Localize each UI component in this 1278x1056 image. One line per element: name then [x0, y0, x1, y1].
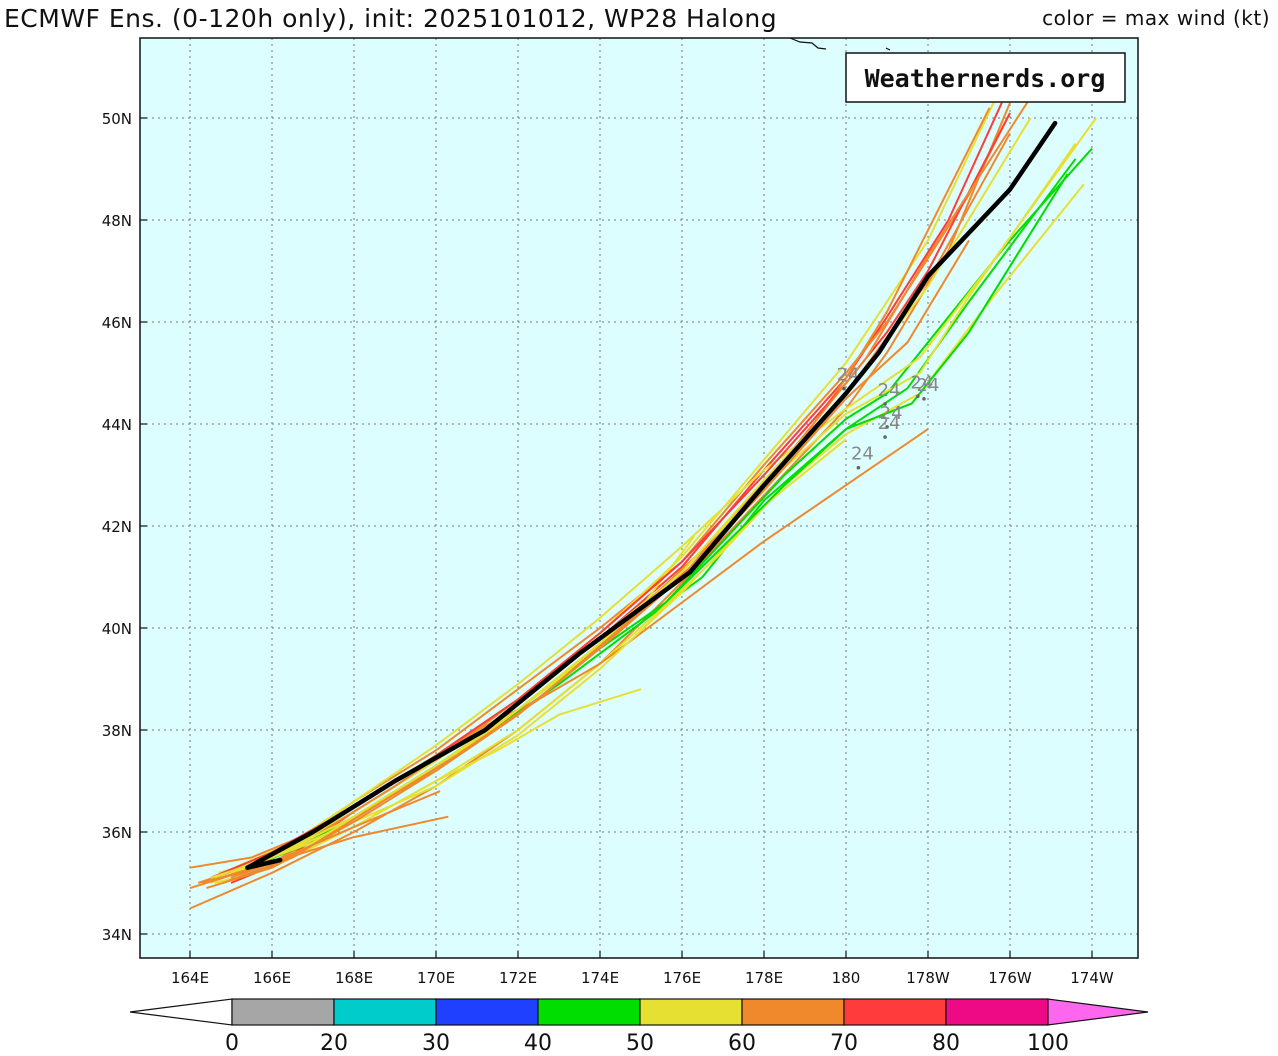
lon-tick-label: 176W [988, 969, 1032, 987]
colorbar-bin [639, 998, 743, 1026]
lon-tick-label: 176E [663, 969, 701, 987]
lat-tick-label: 34N [102, 926, 132, 944]
colorbar-bin [435, 998, 539, 1026]
colorbar-label: 100 [1027, 1031, 1069, 1056]
colorbar-bin [231, 998, 335, 1026]
brand-label: Weathernerds.org [865, 64, 1106, 93]
colorbar-bin [741, 998, 845, 1026]
colorbar-label: 0 [225, 1031, 239, 1056]
forecast-hour-label: 24 [851, 444, 874, 465]
colorbar-over-arrow [1047, 998, 1149, 1026]
forecast-point [883, 435, 887, 439]
lat-tick-label: 38N [102, 722, 132, 740]
forecast-point [916, 394, 920, 399]
lat-tick-label: 36N [102, 824, 132, 842]
coastline [789, 37, 891, 51]
ensemble-track [664, 173, 1069, 604]
lon-tick-label: 170E [417, 969, 455, 987]
lat-tick-label: 44N [102, 416, 132, 434]
mean-track [245, 120, 1058, 870]
forecast-hour-label: 24 [910, 372, 933, 393]
forecast-hour-label: 24 [878, 413, 901, 434]
lon-tick-label: 168E [335, 969, 373, 987]
forecast-point [922, 397, 926, 401]
lon-tick-label: 172E [499, 969, 537, 987]
lon-tick-label: 174E [581, 969, 619, 987]
colorbar-bin [537, 998, 641, 1026]
forecast-point [885, 425, 889, 429]
colorbar-bin [945, 998, 1049, 1026]
forecast-point [842, 386, 846, 391]
ensemble-track [206, 239, 970, 890]
colorbar-label: 60 [728, 1031, 756, 1056]
forecast-point [883, 402, 887, 406]
map-ocean-background [140, 38, 1138, 958]
ensemble-track [230, 428, 929, 879]
lon-tick-label: 164E [171, 969, 209, 987]
lon-tick-label: 178W [906, 969, 950, 987]
lat-tick-label: 48N [102, 212, 132, 230]
ensemble-track [222, 97, 1032, 884]
forecast-point [856, 465, 861, 470]
lon-tick-label: 178E [745, 969, 783, 987]
ensemble-track [222, 117, 1097, 874]
brand-box: Weathernerds.org [845, 52, 1126, 103]
colorbar-label: 20 [320, 1031, 348, 1056]
lat-tick-label: 50N [102, 110, 132, 128]
colorbar: 0 20 30 40 50 60 70 80 100 [129, 998, 1149, 1056]
lon-tick-label: 174W [1070, 969, 1114, 987]
forecast-hour-label: 24 [878, 380, 901, 401]
forecast-hour-label: 24 [917, 375, 940, 396]
colorbar-label: 30 [422, 1031, 450, 1056]
chart-title: ECMWF Ens. (0-120h only), init: 20251010… [4, 4, 778, 33]
colorbar-under-arrow [129, 998, 233, 1026]
ensemble-track [218, 438, 847, 874]
legend-caption: color = max wind (kt) [1042, 6, 1270, 30]
lat-tick-label: 42N [102, 518, 132, 536]
colorbar-bin [333, 998, 437, 1026]
colorbar-label: 70 [830, 1031, 858, 1056]
forecast-hour-label: 24 [880, 403, 903, 424]
axis-ticks: 164E 166E 168E 170E 172E 174E 176E 178E 180 178W 1… [102, 110, 1114, 987]
coastline-segment [885, 47, 891, 51]
lat-tick-label: 46N [102, 314, 132, 332]
colorbar-label: 40 [524, 1031, 552, 1056]
lat-tick-label: 40N [102, 620, 132, 638]
map-frame [139, 37, 1139, 959]
brand-box-frame [845, 52, 1126, 103]
colorbar-label: 50 [626, 1031, 654, 1056]
colorbar-label: 80 [932, 1031, 960, 1056]
colorbar-bin [843, 998, 947, 1026]
coastline-segment [789, 37, 827, 50]
lon-tick-label: 166E [253, 969, 291, 987]
forecast-points [842, 386, 926, 470]
lon-tick-label: 180 [832, 969, 861, 987]
mean-track-line [245, 120, 1058, 870]
